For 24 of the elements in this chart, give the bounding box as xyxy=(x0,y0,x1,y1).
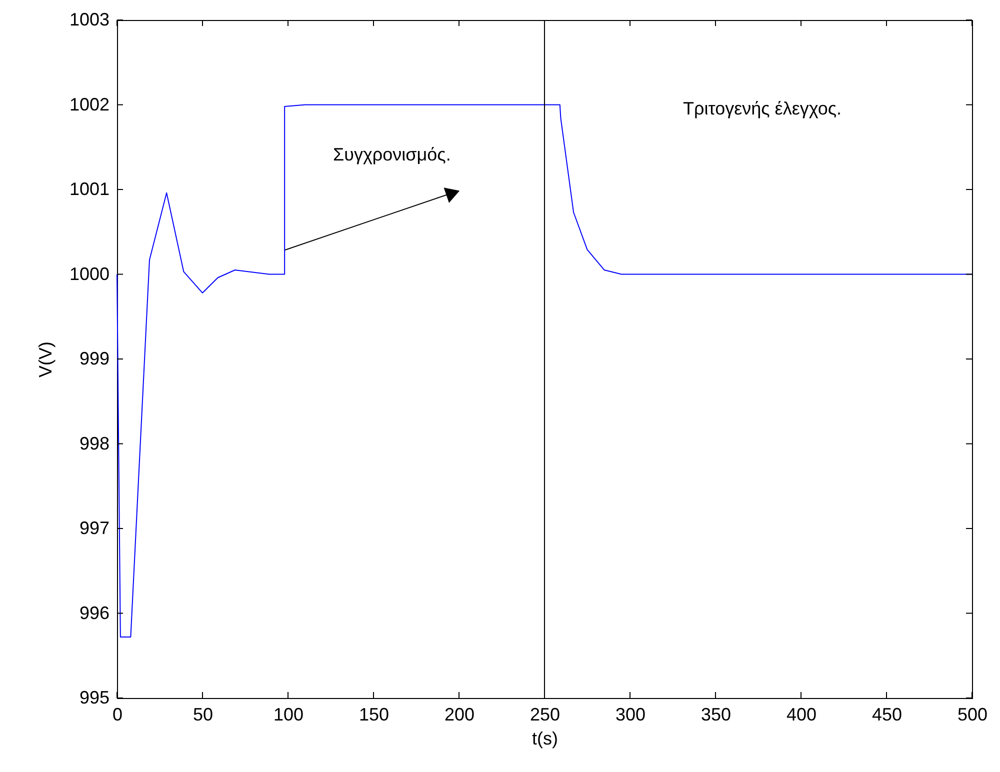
annotation: Τριτογενής έλεγχος. xyxy=(683,98,842,118)
y-tick-label: 1003 xyxy=(69,10,110,30)
annotation: Συγχρονισμός. xyxy=(333,144,451,164)
x-tick-label: 200 xyxy=(444,704,475,724)
x-tick-label: 400 xyxy=(786,704,817,724)
x-axis-title: t(s) xyxy=(532,728,558,748)
x-tick-label: 100 xyxy=(273,704,304,724)
x-tick-label: 450 xyxy=(872,704,902,724)
y-tick-label: 1001 xyxy=(69,179,110,199)
y-tick-label: 1002 xyxy=(69,94,110,114)
y-axis-title: V(V) xyxy=(35,342,56,378)
y-tick-label: 995 xyxy=(79,688,110,708)
x-tick-label: 350 xyxy=(700,704,732,724)
y-tick-label: 997 xyxy=(79,518,110,538)
x-tick-label: 250 xyxy=(530,704,560,724)
y-tick-label: 996 xyxy=(79,602,110,623)
y-tick-label: 999 xyxy=(79,348,110,368)
x-tick-label: 0 xyxy=(112,704,123,724)
x-tick-label: 300 xyxy=(615,704,646,724)
y-tick-label: 1000 xyxy=(69,264,110,284)
x-tick-label: 50 xyxy=(192,704,214,724)
y-tick-label: 998 xyxy=(79,433,110,454)
x-tick-label: 150 xyxy=(358,704,390,724)
x-tick-label: 500 xyxy=(957,704,988,724)
